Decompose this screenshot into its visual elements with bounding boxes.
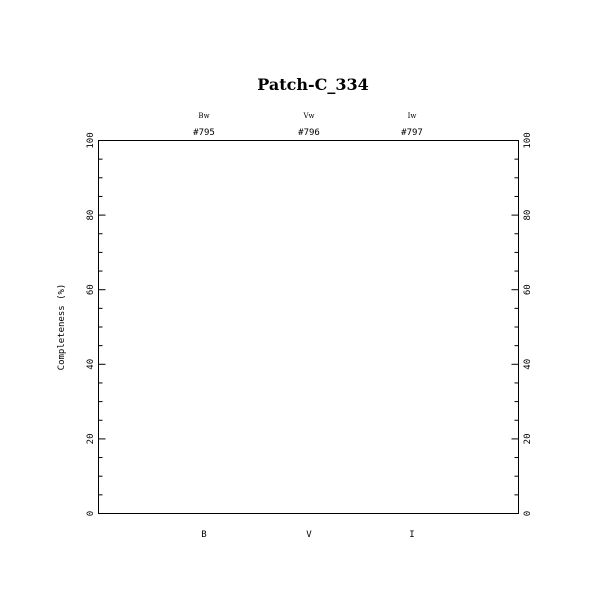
y-tick-label-left: 100 — [86, 132, 96, 148]
filter-label: Iw — [408, 112, 417, 120]
exposure-id-label: #797 — [401, 128, 423, 138]
y-tick-label-left: 60 — [86, 284, 96, 295]
x-category-label: V — [306, 530, 312, 540]
y-tick-label-right: 80 — [523, 210, 533, 221]
exposure-id-label: #795 — [193, 128, 215, 138]
y-tick-label-left: 0 — [86, 511, 96, 516]
y-tick-label-right: 20 — [523, 433, 533, 444]
y-tick-label-right: 0 — [523, 511, 533, 516]
y-tick-label-right: 100 — [523, 132, 533, 148]
y-tick-label-left: 20 — [86, 433, 96, 444]
y-axis-label: Completeness (%) — [57, 284, 67, 371]
plot-frame — [98, 140, 519, 514]
y-tick-label-right: 40 — [523, 359, 533, 370]
x-category-label: B — [201, 530, 206, 540]
exposure-id-label: #796 — [298, 128, 320, 138]
y-tick-label-right: 60 — [523, 284, 533, 295]
filter-label: Bw — [198, 112, 209, 120]
x-category-label: I — [409, 530, 414, 540]
y-tick-label-left: 40 — [86, 359, 96, 370]
chart-title: Patch-C_334 — [257, 75, 369, 94]
y-tick-label-left: 80 — [86, 210, 96, 221]
filter-label: Vw — [302, 112, 314, 120]
